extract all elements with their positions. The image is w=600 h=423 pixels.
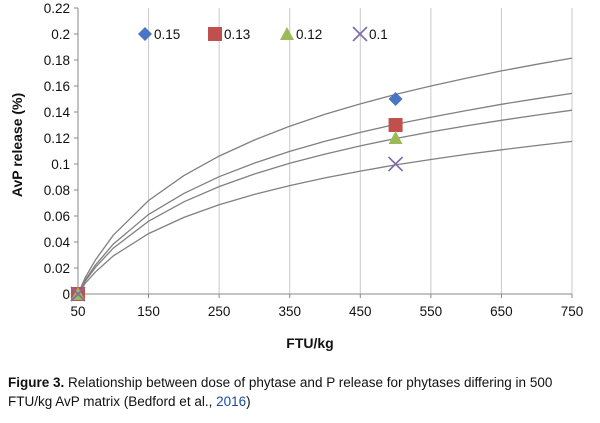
y-tick-label: 0: [62, 287, 70, 302]
y-tick-label: 0.22: [44, 1, 70, 16]
axes: [74, 7, 573, 298]
x-tick-label: 50: [70, 304, 85, 319]
x-tick-label: 450: [349, 304, 372, 319]
point-0_1: [388, 156, 404, 172]
x-marker-stroke: [70, 286, 86, 302]
curve-0_15: [77, 57, 573, 295]
y-tick-label: 0.02: [44, 261, 70, 276]
caption-closing: ): [246, 394, 251, 409]
chart: 0 0.02 0.04 0.06 0.08 0.1 0.12 0.14 0.16 0.18 0.2 0…: [9, 1, 583, 351]
y-tick-label: 0.04: [44, 235, 71, 250]
legend-item-0_13: 0.13: [208, 27, 250, 42]
legend-item-0_15: 0.15: [138, 27, 180, 42]
curve-0_12: [77, 109, 573, 295]
x-tick-label: 150: [137, 304, 160, 319]
y-axis-label: AvP release (%): [9, 93, 25, 197]
figure-label: Figure 3.: [8, 375, 65, 390]
x-tick-labels: 50 150 250 350 450 550 650 750: [70, 304, 583, 319]
x-marker-stroke: [352, 26, 368, 42]
curves: [77, 57, 573, 295]
x-tick-label: 350: [278, 304, 301, 319]
curve-0_1: [77, 140, 573, 295]
x-tick-label: 550: [420, 304, 443, 319]
legend-marker: [280, 27, 294, 40]
legend-item-0_1: 0.1: [352, 26, 388, 42]
y-tick-label: 0.08: [44, 183, 70, 198]
citation-year-link[interactable]: 2016: [216, 394, 247, 409]
legend-label: 0.15: [154, 27, 180, 42]
y-tick-label: 0.18: [44, 53, 70, 68]
y-tick-label: 0.06: [44, 209, 70, 224]
curve-0_13: [77, 92, 573, 295]
x-tick-label: 750: [561, 304, 584, 319]
point-0_12: [388, 131, 403, 144]
figure-caption: Figure 3. Relationship between dose of p…: [8, 373, 596, 411]
x-tick-label: 250: [208, 304, 231, 319]
y-tick-label: 0.12: [44, 131, 70, 146]
point-0_1: [70, 286, 86, 302]
legend-marker: [138, 27, 152, 41]
y-tick-label: 0.14: [44, 105, 71, 120]
grid: [148, 8, 573, 294]
legend-marker: [352, 26, 368, 42]
x-marker-stroke: [388, 156, 404, 172]
x-axis-label: FTU/kg: [286, 335, 333, 351]
point-0_15: [388, 92, 403, 106]
legend-item-0_12: 0.12: [280, 27, 322, 42]
legend: 0.15 0.13 0.12 0.1: [138, 26, 388, 42]
legend-marker: [208, 27, 222, 41]
data-points: [70, 92, 404, 302]
y-tick-labels: 0 0.02 0.04 0.06 0.08 0.1 0.12 0.14 0.16 0.18 0.2 0…: [44, 1, 71, 302]
legend-label: 0.13: [224, 27, 250, 42]
y-tick-label: 0.2: [51, 27, 70, 42]
y-tick-label: 0.1: [51, 157, 70, 172]
point-0_13: [388, 118, 403, 132]
legend-label: 0.12: [296, 27, 322, 42]
caption-text: Relationship between dose of phytase and…: [8, 375, 553, 409]
y-tick-label: 0.16: [44, 79, 70, 94]
legend-label: 0.1: [369, 27, 388, 42]
x-tick-label: 650: [490, 304, 513, 319]
